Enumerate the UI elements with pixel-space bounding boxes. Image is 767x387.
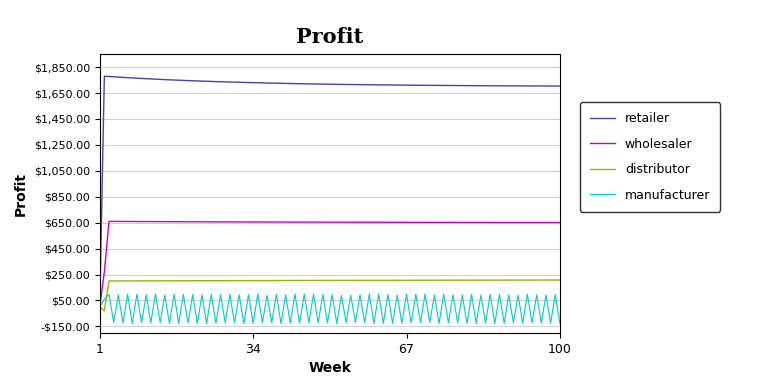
retailer	[188, 79, 197, 83]
Y-axis label: Profit: Profit	[14, 171, 28, 216]
retailer	[206, 79, 216, 84]
manufacturer	[95, 305, 104, 309]
distributor	[555, 278, 565, 283]
distributor	[337, 278, 346, 283]
distributor	[523, 278, 532, 283]
wholesaler	[95, 305, 104, 309]
retailer	[537, 84, 546, 88]
manufacturer	[183, 321, 193, 325]
wholesaler	[523, 220, 532, 225]
Legend: retailer, wholesaler, distributor, manufacturer: retailer, wholesaler, distributor, manuf…	[580, 102, 720, 212]
retailer	[337, 82, 346, 87]
wholesaler	[188, 219, 197, 224]
manufacturer	[337, 293, 346, 298]
retailer	[523, 84, 532, 88]
wholesaler	[104, 219, 114, 224]
Line: manufacturer: manufacturer	[100, 294, 560, 324]
Title: Profit: Profit	[296, 27, 364, 47]
Line: retailer: retailer	[100, 76, 560, 307]
manufacturer	[202, 321, 211, 326]
manufacturer	[542, 293, 551, 297]
manufacturer	[239, 321, 249, 326]
distributor	[100, 308, 109, 313]
manufacturer	[374, 292, 384, 296]
wholesaler	[555, 220, 565, 225]
retailer	[100, 74, 109, 79]
retailer	[555, 84, 565, 88]
manufacturer	[555, 321, 565, 325]
distributor	[374, 278, 384, 283]
distributor	[537, 278, 546, 283]
distributor	[188, 278, 197, 283]
manufacturer	[528, 320, 537, 325]
retailer	[95, 305, 104, 309]
wholesaler	[337, 220, 346, 224]
Line: distributor: distributor	[100, 280, 560, 311]
Line: wholesaler: wholesaler	[100, 221, 560, 307]
wholesaler	[206, 219, 216, 224]
X-axis label: Week: Week	[308, 361, 351, 375]
retailer	[374, 82, 384, 87]
wholesaler	[537, 220, 546, 225]
manufacturer	[439, 292, 448, 296]
distributor	[95, 305, 104, 309]
distributor	[206, 278, 216, 283]
wholesaler	[374, 220, 384, 224]
